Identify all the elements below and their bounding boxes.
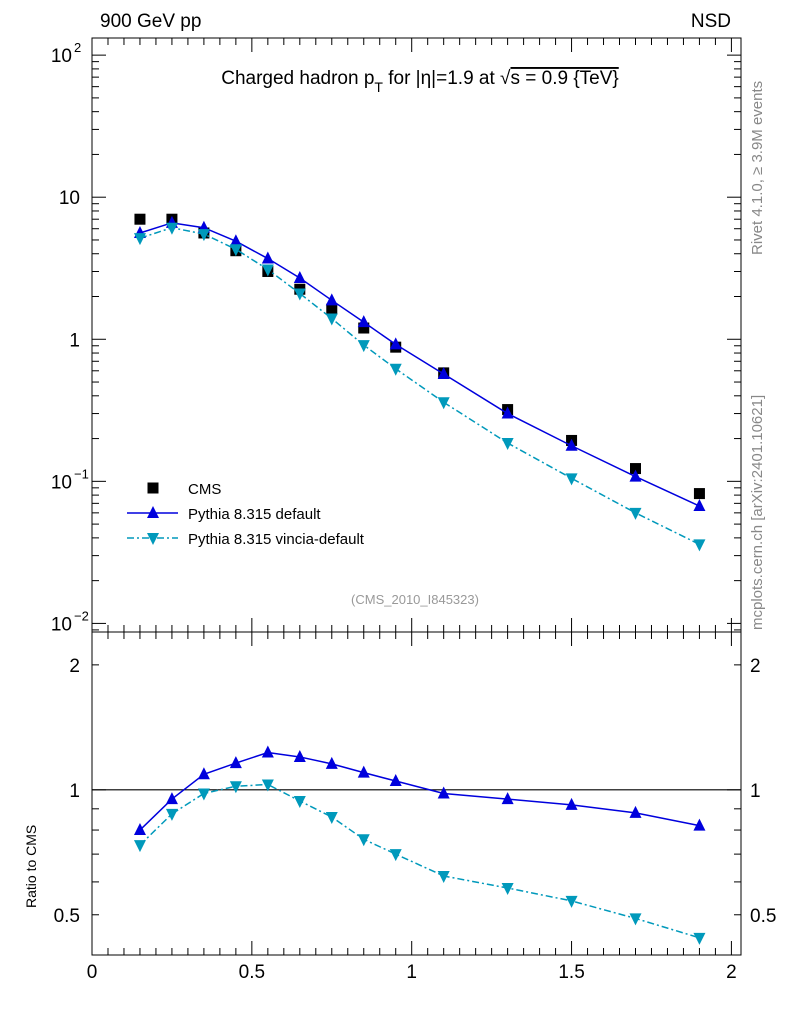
- data-point-pythia-8-315-default: [437, 786, 450, 799]
- data-point-pythia-8-315-vincia-default: [197, 229, 210, 242]
- data-point-pythia-8-315-default: [629, 805, 642, 818]
- plot-frame: [91, 631, 742, 956]
- data-point-pythia-8-315-vincia-default: [501, 883, 514, 896]
- data-point-pythia-8-315-default: [165, 792, 178, 805]
- legend-label-vincia: Pythia 8.315 vincia-default: [188, 531, 365, 548]
- data-point-pythia-8-315-default: [133, 823, 146, 836]
- x-tick-label: 2: [726, 962, 737, 983]
- data-point-pythia-8-315-vincia-default: [261, 779, 274, 792]
- y-tick-label-right: 1: [750, 781, 761, 802]
- y-tick-label: 2: [69, 656, 80, 677]
- data-point-pythia-8-315-vincia-default: [133, 233, 146, 246]
- data-point-pythia-8-315-default: [437, 366, 450, 379]
- data-point-pythia-8-315-default: [565, 438, 578, 451]
- data-point-pythia-8-315-vincia-default: [501, 438, 514, 451]
- data-point-pythia-8-315-vincia-default: [197, 788, 210, 801]
- header-left: 900 GeV pp: [100, 11, 201, 32]
- y-tick-label: 10: [51, 614, 72, 635]
- data-point-pythia-8-315-default: [229, 234, 242, 247]
- data-point-pythia-8-315-default: [229, 756, 242, 769]
- y-tick-label-exponent: −2: [74, 608, 89, 623]
- data-point-pythia-8-315-default: [693, 818, 706, 831]
- legend-marker-cms: [147, 482, 159, 494]
- y-tick-label-right: 2: [750, 656, 761, 677]
- data-point-pythia-8-315-vincia-default: [437, 397, 450, 410]
- data-point-pythia-8-315-vincia-default: [133, 840, 146, 853]
- y-tick-label-exponent: 2: [74, 40, 81, 55]
- data-point-pythia-8-315-default: [325, 293, 338, 306]
- data-point-pythia-8-315-vincia-default: [629, 507, 642, 520]
- data-point-pythia-8-315-default: [693, 499, 706, 512]
- data-point-pythia-8-315-vincia-default: [293, 288, 306, 301]
- series-line-pythia-8-315-vincia-default: [139, 783, 700, 939]
- series-line-pythia-8-315-default: [139, 751, 700, 831]
- ratio-panel: 2 2 1 1 0.5 0.5 0 0.5 1 1.5 2: [54, 631, 776, 983]
- data-point-pythia-8-315-default: [293, 270, 306, 283]
- data-point-pythia-8-315-default: [501, 406, 514, 419]
- legend-marker-default: [147, 506, 159, 518]
- y-tick-label: 1: [69, 781, 80, 802]
- series-line-pythia-8-315-default: [139, 222, 700, 507]
- data-point-cms: [693, 488, 705, 500]
- data-point-pythia-8-315-vincia-default: [357, 834, 370, 847]
- header-right: NSD: [691, 11, 731, 32]
- y-tick-label-exponent: −1: [74, 466, 89, 481]
- data-point-pythia-8-315-vincia-default: [565, 895, 578, 908]
- watermark: (CMS_2010_I845323): [351, 592, 479, 607]
- y-tick-label: 1: [69, 330, 80, 351]
- data-point-cms: [134, 213, 146, 225]
- side-text-rivet: Rivet 4.1.0, ≥ 3.9M events: [749, 81, 766, 255]
- data-point-pythia-8-315-vincia-default: [389, 363, 402, 376]
- data-point-pythia-8-315-vincia-default: [629, 913, 642, 926]
- data-point-pythia-8-315-vincia-default: [325, 812, 338, 825]
- x-tick-label: 1.5: [558, 962, 584, 983]
- legend-label-cms: CMS: [188, 481, 221, 498]
- data-point-pythia-8-315-vincia-default: [437, 870, 450, 883]
- data-point-pythia-8-315-vincia-default: [357, 340, 370, 353]
- data-point-cms: [326, 303, 338, 315]
- data-point-pythia-8-315-default: [293, 749, 306, 762]
- series-line-pythia-8-315-vincia-default: [139, 226, 700, 546]
- data-point-cms: [629, 463, 641, 475]
- x-tick-label: 1: [406, 962, 417, 983]
- chart-title: Charged hadron pT for |η|=1.9 at √s = 0.…: [221, 68, 619, 95]
- y-tick-label-right: 0.5: [750, 906, 776, 927]
- data-point-pythia-8-315-default: [357, 765, 370, 778]
- data-point-pythia-8-315-vincia-default: [229, 781, 242, 794]
- y-tick-label: 10: [59, 188, 80, 209]
- data-point-pythia-8-315-vincia-default: [565, 473, 578, 486]
- data-point-pythia-8-315-default: [261, 251, 274, 264]
- data-point-pythia-8-315-vincia-default: [389, 849, 402, 862]
- y-tick-label: 10: [51, 46, 72, 67]
- data-point-pythia-8-315-default: [389, 774, 402, 787]
- data-point-pythia-8-315-vincia-default: [165, 222, 178, 235]
- x-tick-label: 0.5: [239, 962, 265, 983]
- data-point-cms: [358, 322, 370, 334]
- data-point-pythia-8-315-default: [261, 745, 274, 758]
- data-point-pythia-8-315-default: [197, 767, 210, 780]
- data-point-pythia-8-315-vincia-default: [261, 264, 274, 277]
- data-point-pythia-8-315-vincia-default: [325, 313, 338, 326]
- data-point-pythia-8-315-default: [501, 792, 514, 805]
- side-text-mcplots: mcplots.cern.ch [arXiv:2401.10621]: [749, 395, 766, 630]
- data-point-pythia-8-315-vincia-default: [293, 795, 306, 808]
- data-point-pythia-8-315-default: [629, 469, 642, 482]
- data-point-pythia-8-315-vincia-default: [693, 932, 706, 945]
- data-point-pythia-8-315-default: [325, 756, 338, 769]
- data-point-pythia-8-315-default: [357, 315, 370, 328]
- y-tick-label: 0.5: [54, 906, 80, 927]
- legend-marker-vincia: [147, 533, 159, 545]
- ratio-ylabel: Ratio to CMS: [23, 825, 39, 908]
- data-point-pythia-8-315-default: [565, 797, 578, 810]
- x-tick-label: 0: [87, 962, 98, 983]
- legend-label-default: Pythia 8.315 default: [188, 506, 321, 523]
- data-point-pythia-8-315-vincia-default: [693, 539, 706, 552]
- data-point-pythia-8-315-vincia-default: [165, 808, 178, 821]
- data-point-pythia-8-315-default: [389, 337, 402, 350]
- legend: CMS Pythia 8.315 default Pythia 8.315 vi…: [127, 481, 365, 548]
- y-tick-label: 10: [51, 472, 72, 493]
- data-point-pythia-8-315-vincia-default: [229, 244, 242, 257]
